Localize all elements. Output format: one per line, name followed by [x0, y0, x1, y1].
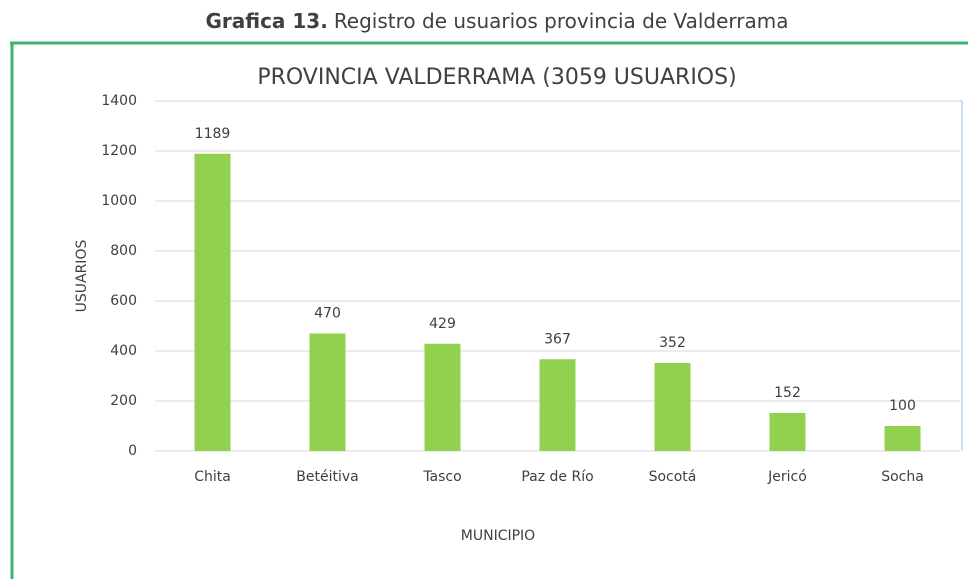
caption-label: Grafica 13. — [205, 9, 327, 33]
value-label: 352 — [659, 335, 686, 351]
x-tick-label: Socotá — [649, 469, 697, 485]
x-tick-label: Chita — [194, 469, 231, 485]
y-tick-label: 600 — [110, 293, 137, 309]
x-tick-label: Jericó — [767, 469, 807, 485]
y-axis-label: USUARIOS — [74, 240, 90, 313]
x-axis-label: MUNICIPIO — [461, 528, 535, 544]
x-tick-label: Socha — [881, 469, 924, 485]
bar — [424, 343, 461, 451]
value-label: 1189 — [195, 126, 231, 142]
y-tick-label: 1200 — [101, 143, 137, 159]
bar — [884, 426, 921, 451]
y-tick-label: 1400 — [101, 93, 137, 109]
value-label: 429 — [429, 316, 456, 332]
x-tick-label: Paz de Río — [521, 469, 593, 485]
y-tick-label: 1000 — [101, 193, 137, 209]
y-tick-label: 800 — [110, 243, 137, 259]
y-tick-label: 400 — [110, 343, 137, 359]
bar — [309, 333, 346, 451]
y-tick-label: 0 — [128, 443, 137, 459]
x-tick-label: Betéitiva — [296, 469, 358, 485]
caption-text: Registro de usuarios provincia de Valder… — [334, 9, 789, 33]
bar — [654, 363, 691, 451]
chart-title: PROVINCIA VALDERRAMA (3059 USUARIOS) — [257, 65, 736, 90]
y-tick-label: 200 — [110, 393, 137, 409]
bar — [769, 413, 806, 451]
bar — [194, 153, 231, 451]
value-label: 367 — [544, 331, 571, 347]
caption: Grafica 13. Registro de usuarios provinci… — [205, 9, 788, 33]
bar — [539, 359, 576, 451]
value-label: 152 — [774, 385, 801, 401]
value-label: 100 — [889, 398, 916, 414]
value-label: 470 — [314, 306, 341, 322]
x-tick-label: Tasco — [422, 469, 461, 485]
